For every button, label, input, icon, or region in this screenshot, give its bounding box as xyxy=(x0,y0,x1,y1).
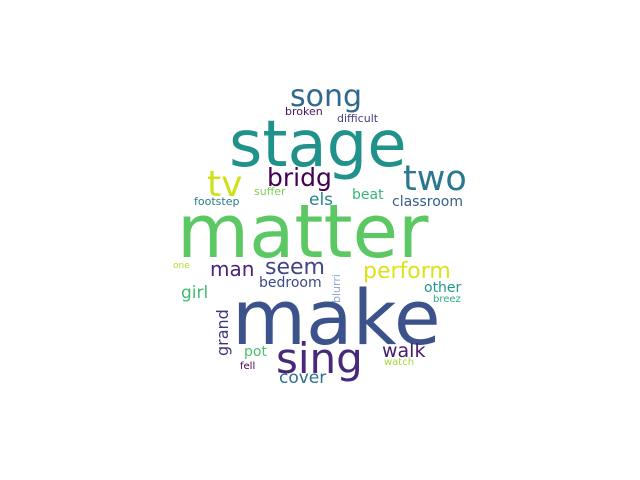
word-seem: seem xyxy=(265,255,325,280)
word-song: song xyxy=(290,79,363,114)
word-bridg: bridg xyxy=(267,163,332,192)
word-walk: walk xyxy=(382,340,426,362)
word-other: other xyxy=(424,280,462,296)
word-perform: perform xyxy=(363,259,451,284)
word-pot: pot xyxy=(244,344,267,360)
word-fell: fell xyxy=(240,361,256,372)
word-one: one xyxy=(173,261,190,271)
word-els: els xyxy=(309,190,334,210)
word-two: two xyxy=(403,159,467,199)
word-watch: watch xyxy=(384,357,415,368)
word-tv: tv xyxy=(207,164,243,205)
word-footstep: footstep xyxy=(194,195,240,208)
word-difficult: difficult xyxy=(337,112,379,125)
word-make: make xyxy=(232,273,441,362)
word-sing: sing xyxy=(276,334,363,383)
word-blurri: blurri xyxy=(330,274,343,303)
word-girl: girl xyxy=(181,283,209,303)
word-cover: cover xyxy=(279,368,327,388)
word-matter: matter xyxy=(177,189,429,275)
word-bedroom: bedroom xyxy=(259,275,322,291)
word-broken: broken xyxy=(285,105,323,118)
word-stage: stage xyxy=(229,108,407,182)
word-beat: beat xyxy=(352,187,384,203)
word-man: man xyxy=(210,257,255,281)
word-classroom: classroom xyxy=(392,194,463,210)
word-breez: breez xyxy=(433,294,461,305)
word-suffer: suffer xyxy=(254,185,286,198)
word-grand: grand xyxy=(213,309,232,356)
